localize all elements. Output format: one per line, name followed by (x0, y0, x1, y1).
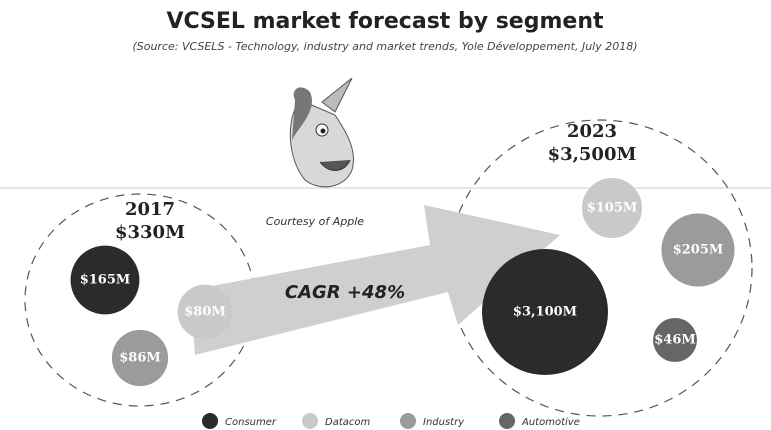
legend-swatch (499, 413, 515, 429)
bubble (661, 213, 735, 287)
bubble-label: $80M (184, 305, 226, 320)
bubble-label: $205M (673, 243, 724, 258)
legend-label: Industry (423, 417, 465, 428)
legend-swatch (202, 413, 218, 429)
group-year: 2017 (125, 199, 175, 220)
bubble (653, 318, 697, 362)
bubble-label: $46M (654, 333, 696, 348)
bubble-label: $165M (80, 273, 131, 288)
chart-title: VCSEL market forecast by segment (166, 9, 604, 34)
group-total: $330M (115, 222, 185, 243)
growth-label: CAGR +48% (285, 282, 405, 303)
group-total: $3,500M (548, 144, 637, 165)
bubble (177, 284, 233, 340)
legend-label: Consumer (225, 417, 277, 428)
bubble-label: $86M (119, 351, 161, 366)
bubble (111, 329, 169, 387)
bubble-label: $105M (587, 201, 638, 216)
legend-swatch (302, 413, 318, 429)
unicorn (289, 77, 354, 188)
growth-arrow (190, 205, 560, 355)
bubble (481, 248, 609, 376)
group-year: 2023 (567, 121, 617, 142)
legend-label: Automotive (521, 417, 580, 428)
chart-subtitle: (Source: VCSELS - Technology, industry a… (132, 40, 637, 53)
legend-swatch (400, 413, 416, 429)
bubble-label: $3,100M (513, 305, 577, 320)
bubble (70, 245, 140, 315)
legend-label: Datacom (325, 417, 370, 428)
bubble (581, 177, 643, 239)
credit: Courtesy of Apple (266, 215, 364, 228)
